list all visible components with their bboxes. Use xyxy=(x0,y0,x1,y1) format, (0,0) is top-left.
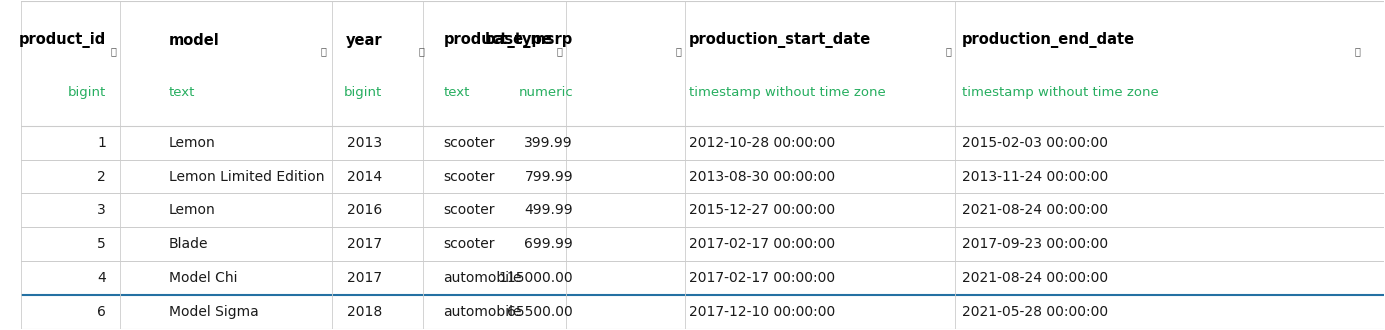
Text: scooter: scooter xyxy=(443,204,494,217)
Text: Lemon Limited Edition: Lemon Limited Edition xyxy=(169,170,324,183)
Text: 2: 2 xyxy=(97,170,107,183)
Text: 🔒: 🔒 xyxy=(420,47,425,57)
Text: timestamp without time zone: timestamp without time zone xyxy=(961,86,1158,99)
Text: Blade: Blade xyxy=(169,237,208,251)
Text: timestamp without time zone: timestamp without time zone xyxy=(688,86,885,99)
Text: numeric: numeric xyxy=(518,86,573,99)
Text: text: text xyxy=(169,86,195,99)
Text: 2017-12-10 00:00:00: 2017-12-10 00:00:00 xyxy=(688,305,835,319)
Text: 1: 1 xyxy=(97,136,107,149)
Text: 2015-12-27 00:00:00: 2015-12-27 00:00:00 xyxy=(688,204,835,217)
Text: 🔒: 🔒 xyxy=(1355,47,1360,57)
Text: 65500.00: 65500.00 xyxy=(507,305,573,319)
Text: 2021-08-24 00:00:00: 2021-08-24 00:00:00 xyxy=(961,271,1108,285)
Text: 5: 5 xyxy=(97,237,107,251)
Text: 2013: 2013 xyxy=(348,136,382,149)
Text: bigint: bigint xyxy=(343,86,382,99)
Text: model: model xyxy=(169,33,220,48)
Text: bigint: bigint xyxy=(68,86,107,99)
Text: Model Chi: Model Chi xyxy=(169,271,237,285)
Text: base_msrp: base_msrp xyxy=(485,32,573,48)
Text: 2021-08-24 00:00:00: 2021-08-24 00:00:00 xyxy=(961,204,1108,217)
Text: 4: 4 xyxy=(97,271,107,285)
Text: production_end_date: production_end_date xyxy=(961,32,1134,48)
Text: 499.99: 499.99 xyxy=(525,204,573,217)
Text: 🔒: 🔒 xyxy=(111,47,116,57)
Text: 399.99: 399.99 xyxy=(525,136,573,149)
Text: scooter: scooter xyxy=(443,237,494,251)
Text: scooter: scooter xyxy=(443,136,494,149)
Text: automobile: automobile xyxy=(443,305,522,319)
Text: 🔒: 🔒 xyxy=(676,47,681,57)
Text: Lemon: Lemon xyxy=(169,204,216,217)
Text: 🔒: 🔒 xyxy=(321,47,327,57)
Text: 2016: 2016 xyxy=(346,204,382,217)
Text: 2014: 2014 xyxy=(348,170,382,183)
Text: 2017: 2017 xyxy=(348,271,382,285)
Text: 2018: 2018 xyxy=(346,305,382,319)
Text: 2017: 2017 xyxy=(348,237,382,251)
Text: product_type: product_type xyxy=(443,32,553,48)
Text: year: year xyxy=(345,33,382,48)
Text: 3: 3 xyxy=(97,204,107,217)
Text: 2017-02-17 00:00:00: 2017-02-17 00:00:00 xyxy=(688,271,835,285)
Text: text: text xyxy=(443,86,470,99)
Text: 799.99: 799.99 xyxy=(525,170,573,183)
Text: 🔒: 🔒 xyxy=(557,47,562,57)
Text: 🔒: 🔒 xyxy=(946,47,951,57)
Text: Model Sigma: Model Sigma xyxy=(169,305,259,319)
Text: 2013-08-30 00:00:00: 2013-08-30 00:00:00 xyxy=(688,170,835,183)
Text: scooter: scooter xyxy=(443,170,494,183)
Text: product_id: product_id xyxy=(19,32,107,48)
Text: 2017-02-17 00:00:00: 2017-02-17 00:00:00 xyxy=(688,237,835,251)
Text: 2015-02-03 00:00:00: 2015-02-03 00:00:00 xyxy=(961,136,1108,149)
Text: 6: 6 xyxy=(97,305,107,319)
Text: 2012-10-28 00:00:00: 2012-10-28 00:00:00 xyxy=(688,136,835,149)
Text: production_start_date: production_start_date xyxy=(688,32,871,48)
Text: 699.99: 699.99 xyxy=(525,237,573,251)
Text: 2017-09-23 00:00:00: 2017-09-23 00:00:00 xyxy=(961,237,1108,251)
Text: Lemon: Lemon xyxy=(169,136,216,149)
Text: 115000.00: 115000.00 xyxy=(499,271,573,285)
Text: 2013-11-24 00:00:00: 2013-11-24 00:00:00 xyxy=(961,170,1108,183)
Text: automobile: automobile xyxy=(443,271,522,285)
Text: 2021-05-28 00:00:00: 2021-05-28 00:00:00 xyxy=(961,305,1108,319)
